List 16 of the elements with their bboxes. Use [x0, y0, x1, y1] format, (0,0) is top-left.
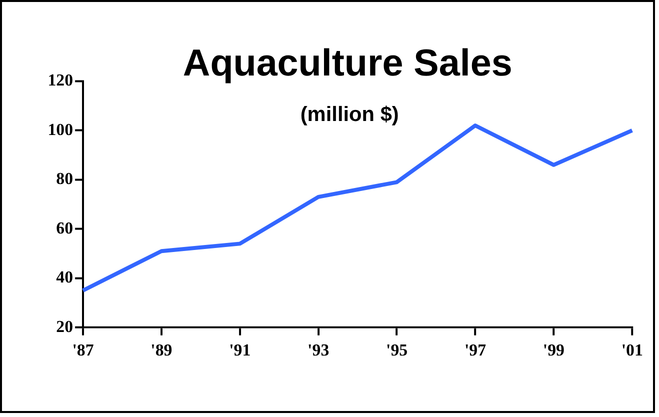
y-tick-label: 80	[56, 169, 74, 188]
x-tick-label: '95	[386, 340, 408, 360]
x-tick-label: '99	[542, 340, 564, 360]
chart-title: Aquaculture Sales	[182, 41, 512, 84]
y-tick-label: 40	[56, 268, 74, 287]
x-tick-label: '87	[72, 340, 94, 360]
text: (million $)	[300, 102, 399, 126]
x-tick-label: '01	[621, 340, 643, 360]
y-tick-label: 100	[48, 120, 74, 139]
y-tick-label: 20	[56, 316, 74, 336]
y-tick-label: 120	[48, 70, 74, 90]
x-tick-label: '97	[464, 340, 487, 360]
x-tick-label: '89	[150, 340, 172, 360]
y-tick-label: 60	[56, 218, 74, 238]
x-tick-label: '91	[229, 340, 251, 360]
x-tick-label: '93	[308, 340, 330, 360]
